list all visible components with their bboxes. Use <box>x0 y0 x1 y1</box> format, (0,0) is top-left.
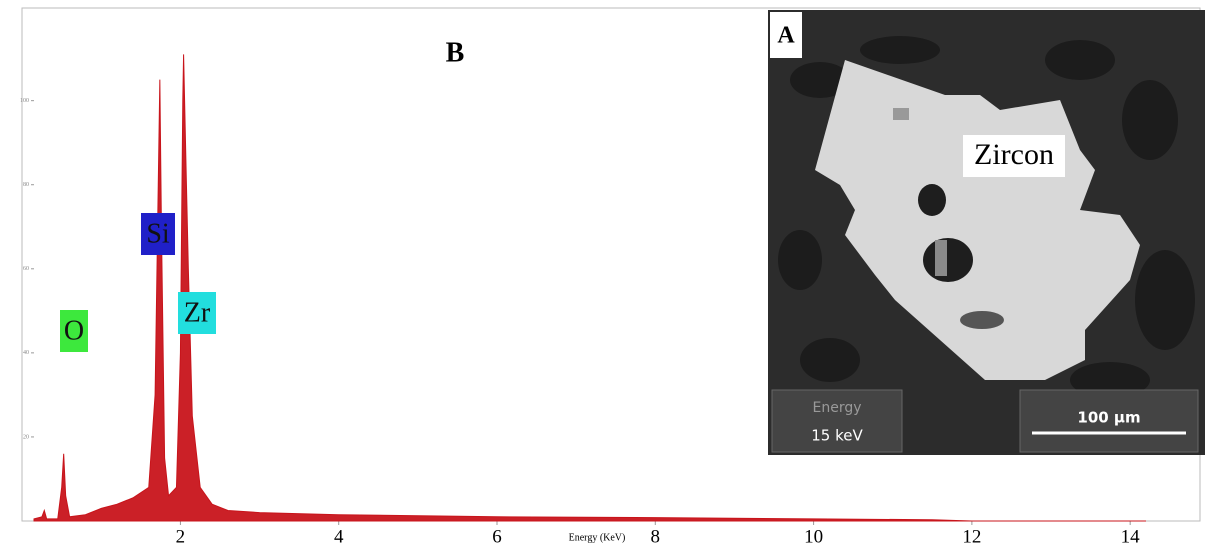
peak-label: Si <box>146 218 170 249</box>
x-tick-label: 6 <box>492 526 502 547</box>
inset-label: A <box>777 23 795 49</box>
y-tick-label: 80 <box>23 182 29 188</box>
inclusion <box>935 240 947 276</box>
x-axis-label: Energy (KeV) <box>569 532 626 543</box>
peak-label: Zr <box>184 297 211 328</box>
figure: B Energy (KeV) 20 40 60 80 100 2 4 6 8 10 12 14 O Si Z… <box>0 0 1205 548</box>
scale-bar-label: 100 µm <box>1077 409 1140 427</box>
x-tick-label: 12 <box>962 526 981 547</box>
x-tick-label: 14 <box>1121 526 1141 547</box>
x-tick-label: 2 <box>176 526 186 547</box>
inclusion <box>893 108 909 120</box>
caption: Zircon <box>974 138 1054 171</box>
inclusion <box>960 311 1004 329</box>
panel-label: B <box>446 37 465 68</box>
energy-value: 15 keV <box>811 427 863 445</box>
y-tick-label: 20 <box>23 434 29 440</box>
inclusion <box>923 238 973 282</box>
x-tick-label: 4 <box>334 526 344 547</box>
y-tick-label: 100 <box>20 98 29 104</box>
y-tick-label: 60 <box>23 266 29 272</box>
sem-inset: A Zircon Energy 15 keV 100 µm <box>768 10 1205 455</box>
x-tick-label: 10 <box>804 526 823 547</box>
y-tick-label: 40 <box>23 350 29 356</box>
peak-label: O <box>64 315 84 346</box>
inclusion <box>918 184 946 216</box>
x-tick-label: 8 <box>651 526 661 547</box>
energy-title: Energy <box>812 400 861 416</box>
